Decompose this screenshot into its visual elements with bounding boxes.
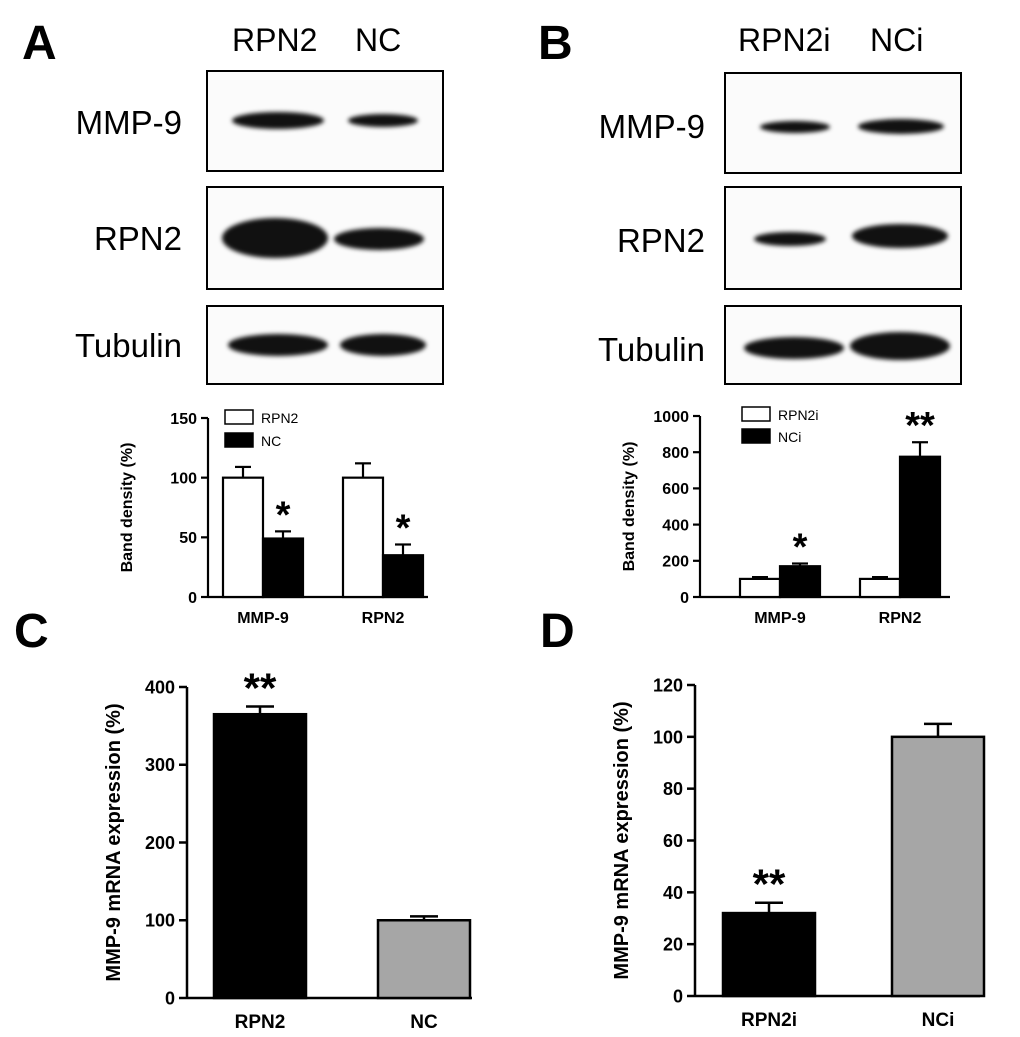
y-tick-label: 80 <box>663 779 683 799</box>
y-tick-label: 60 <box>663 831 683 851</box>
protein-band <box>754 232 826 246</box>
y-tick-label: 300 <box>145 755 175 775</box>
panel-letter-d: D <box>540 605 575 658</box>
y-tick-label: 200 <box>662 554 689 571</box>
y-tick-label: 0 <box>165 988 175 1008</box>
bar <box>341 476 385 599</box>
lane-label: RPN2 <box>232 22 318 58</box>
panel-letter-c: C <box>14 605 49 658</box>
protein-label: Tubulin <box>74 327 182 364</box>
legend-swatch <box>741 428 771 444</box>
y-tick-label: 100 <box>653 727 683 747</box>
y-tick-label: 0 <box>680 590 689 607</box>
chart-d-mrna-expression: 0 20 40 60 80 100 120 MMP-9 mRNA expression (%)… <box>611 675 986 1031</box>
legend-label: RPN2 <box>261 410 299 426</box>
protein-band <box>760 121 830 133</box>
y-tick-label: 400 <box>662 517 689 534</box>
y-tick-label: 600 <box>662 481 689 498</box>
protein-label: MMP-9 <box>75 104 182 141</box>
bar <box>858 577 902 599</box>
y-tick-label: 50 <box>179 530 197 547</box>
blot-strip <box>724 72 962 174</box>
protein-band <box>228 334 328 356</box>
legend-label: NCi <box>778 429 801 445</box>
legend-swatch <box>224 409 254 425</box>
chart-b-band-density: 0 200 400 600 800 1000 Band density (%) MMP-9 RP… <box>621 405 950 627</box>
y-tick-label: 40 <box>663 883 683 903</box>
significance-marker: * <box>396 507 411 549</box>
y-tick-label: 20 <box>663 935 683 955</box>
x-category-label: NCi <box>922 1010 955 1031</box>
panel-letter-a: A <box>22 17 57 70</box>
bar <box>898 455 942 599</box>
lane-label: RPN2i <box>738 22 831 58</box>
x-category-label: RPN2 <box>362 610 405 627</box>
bar <box>890 735 986 998</box>
protein-band <box>852 224 948 248</box>
y-tick-label: 0 <box>673 986 683 1006</box>
y-axis-label: Band density (%) <box>621 442 638 572</box>
protein-band <box>340 334 426 356</box>
y-tick-label: 400 <box>145 677 175 697</box>
legend-label: NC <box>261 433 281 449</box>
significance-marker: ** <box>753 861 786 908</box>
bar <box>381 554 425 599</box>
protein-band <box>334 228 424 250</box>
y-tick-label: 100 <box>170 470 197 487</box>
protein-label: MMP-9 <box>598 108 705 145</box>
protein-band <box>348 114 418 127</box>
lane-label: NCi <box>870 22 924 58</box>
y-tick-label: 1000 <box>653 409 689 426</box>
y-axis-label: Band density (%) <box>119 443 136 573</box>
blot-strip <box>206 305 444 385</box>
protein-band <box>222 218 328 258</box>
y-tick-label: 100 <box>145 911 175 931</box>
bar <box>376 919 472 1000</box>
protein-label: RPN2 <box>93 220 182 257</box>
chart-c-mrna-expression: 0 100 200 300 400 MMP-9 mRNA expression (%) RP… <box>103 664 472 1033</box>
blot-strip <box>724 305 962 385</box>
protein-label: Tubulin <box>597 331 705 368</box>
panel-letter-b: B <box>538 17 573 70</box>
y-axis-label: MMP-9 mRNA expression (%) <box>611 701 633 979</box>
x-category-label: RPN2i <box>741 1010 797 1031</box>
significance-marker: * <box>276 494 291 536</box>
chart-a-band-density: 0 50 100 150 Band density (%) MMP-9 RPN2 * * RPN2… <box>119 409 428 627</box>
bar <box>721 911 817 998</box>
bar <box>738 577 782 599</box>
y-tick-label: 0 <box>188 590 197 607</box>
x-category-label: RPN2 <box>879 610 922 627</box>
x-category-label: RPN2 <box>235 1012 286 1033</box>
bar <box>778 565 822 599</box>
legend-label: RPN2i <box>778 407 818 423</box>
x-category-label: MMP-9 <box>237 610 289 627</box>
blot-strip <box>206 186 444 290</box>
lane-label: NC <box>355 22 402 58</box>
legend-swatch <box>224 432 254 448</box>
protein-band <box>232 112 324 129</box>
x-category-label: NC <box>410 1012 438 1033</box>
protein-band <box>858 119 944 134</box>
y-axis-label: MMP-9 mRNA expression (%) <box>103 703 125 981</box>
blot-strip <box>206 70 444 172</box>
bar <box>221 476 265 599</box>
x-category-label: MMP-9 <box>754 610 806 627</box>
significance-marker: ** <box>905 405 935 447</box>
protein-label: RPN2 <box>616 222 705 259</box>
bar <box>212 712 308 1000</box>
y-tick-label: 800 <box>662 445 689 462</box>
legend-swatch <box>741 406 771 422</box>
protein-band <box>744 337 844 359</box>
significance-marker: * <box>793 527 808 569</box>
significance-marker: ** <box>244 664 277 711</box>
blot-strip <box>724 186 962 290</box>
y-tick-label: 200 <box>145 833 175 853</box>
y-tick-label: 150 <box>170 411 197 428</box>
bar <box>261 537 305 599</box>
y-tick-label: 120 <box>653 675 683 695</box>
protein-band <box>850 332 950 360</box>
